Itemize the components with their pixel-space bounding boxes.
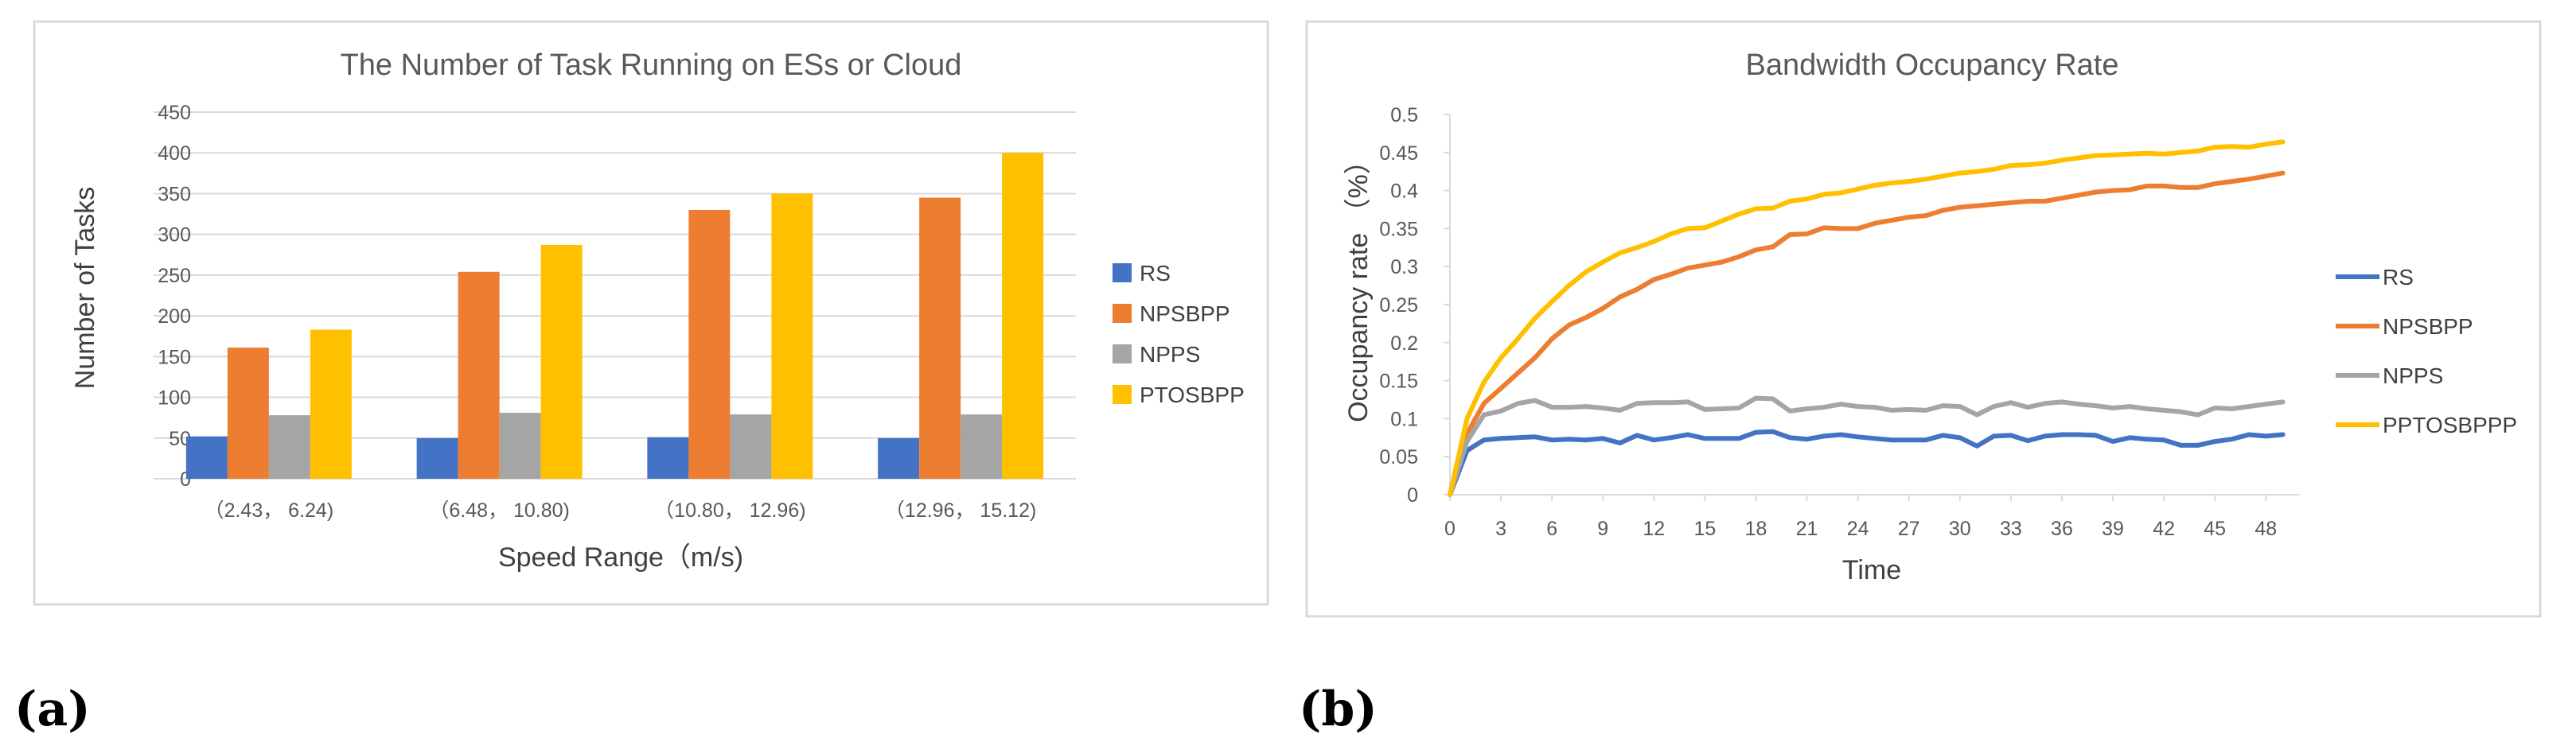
chart-a-x-tick-label: （6.48， 10.80) <box>429 499 570 522</box>
chart-a-x-ticks: （2.43， 6.24) （6.48， 10.80) （10.80， 12.96) （… <box>205 499 1037 522</box>
bar-npps <box>961 414 1003 479</box>
chart-b-y-tick-label: 0.05 <box>1379 446 1418 468</box>
chart-a-y-tick-label: 100 <box>158 387 191 410</box>
chart-b-legend: RS NPSBPP NPPS PPTOSBPPP <box>2336 265 2517 437</box>
chart-b-x-tick-label: 30 <box>1949 518 1971 540</box>
chart-b-y-tick-label: 0.45 <box>1379 142 1418 165</box>
chart-b-x-tick-label: 48 <box>2254 518 2277 540</box>
chart-b-y-tick-label: 0 <box>1407 484 1418 507</box>
chart-a-title: The Number of Task Running on ESs or Clo… <box>341 49 962 82</box>
chart-b-y-tick-label: 0.15 <box>1379 371 1418 393</box>
chart-b-x-tick-label: 3 <box>1495 518 1506 540</box>
chart-a-y-tick-label: 200 <box>158 305 191 328</box>
bar-rs <box>185 436 228 479</box>
chart-b-x-tick-label: 39 <box>2102 518 2124 540</box>
bar-rs <box>878 437 920 479</box>
line-npps <box>1448 395 2286 497</box>
bar-npsbpp <box>688 209 731 479</box>
chart-b-x-tick-label: 36 <box>2051 518 2073 540</box>
legend-label: NPSBPP <box>2383 314 2473 339</box>
bar-ptosbpp <box>1002 153 1044 479</box>
legend-swatch <box>1113 385 1132 404</box>
chart-b-x-tick-label: 21 <box>1796 518 1818 540</box>
line-npsbpp <box>1448 170 2286 497</box>
chart-a-x-tick-label: （12.96， 15.12) <box>885 499 1036 522</box>
chart-b-x-tick-label: 45 <box>2204 518 2226 540</box>
chart-b-lines <box>1448 139 2286 497</box>
bar-rs <box>647 437 689 479</box>
chart-a-y-tick-label: 300 <box>158 224 191 247</box>
legend-label: RS <box>2383 265 2414 289</box>
chart-b-x-tick-label: 6 <box>1546 518 1557 540</box>
chart-b-y-tick-label: 0.3 <box>1390 256 1418 278</box>
chart-b-y-tick-label: 0.2 <box>1390 332 1418 355</box>
bar-npsbpp <box>919 197 961 480</box>
chart-b-x-tick-label: 15 <box>1693 518 1716 540</box>
legend-swatch <box>1113 344 1132 363</box>
chart-b-x-ticks: 0 3 6 9 12 15 18 21 24 27 30 33 36 39 42 45 48 <box>1444 495 2277 540</box>
chart-b-x-tick-label: 18 <box>1745 518 1767 540</box>
chart-b-y-ticks: 0 0.05 0.1 0.15 0.2 0.25 0.3 0.35 0.4 0.45 0.5 <box>1379 104 1450 507</box>
chart-a-x-axis-label: Speed Range（m/s) <box>498 542 743 573</box>
chart-b-y-tick-label: 0.25 <box>1379 294 1418 317</box>
bar-ptosbpp <box>310 329 352 479</box>
legend-label: PTOSBPP <box>1140 383 1245 407</box>
chart-a-y-tick-label: 150 <box>158 346 191 368</box>
line-pptosbppp <box>1448 139 2286 497</box>
chart-b-x-tick-label: 0 <box>1444 518 1456 540</box>
legend-label: NPPS <box>2383 363 2443 388</box>
chart-a-y-tick-label: 250 <box>158 265 191 287</box>
legend-label: NPSBPP <box>1140 301 1230 326</box>
chart-b-x-axis-label: Time <box>1842 555 1901 585</box>
chart-b-x-tick-label: 33 <box>2000 518 2022 540</box>
line-rs <box>1448 429 2286 497</box>
chart-b-x-tick-label: 9 <box>1597 518 1608 540</box>
legend-swatch <box>1113 304 1132 323</box>
chart-a-y-tick-label: 350 <box>158 183 191 205</box>
legend-swatch <box>1113 263 1132 282</box>
bar-ptosbpp <box>540 244 583 479</box>
chart-b-y-tick-label: 0.1 <box>1390 408 1418 430</box>
chart-a-x-tick-label: （2.43， 6.24) <box>205 499 334 522</box>
legend-label: PPTOSBPPP <box>2383 413 2517 437</box>
chart-a-y-tick-label: 400 <box>158 142 191 165</box>
legend-label: NPPS <box>1140 342 1200 367</box>
chart-b-y-tick-label: 0.5 <box>1390 104 1418 126</box>
chart-b-y-tick-label: 0.4 <box>1390 181 1418 203</box>
chart-b-y-axis-label: Occupancy rate （%） <box>1343 147 1374 422</box>
bar-npps <box>730 414 772 479</box>
panel-label-a: (a) <box>14 682 91 737</box>
chart-a-y-axis-label: Number of Tasks <box>70 187 100 389</box>
chart-b-x-tick-label: 24 <box>1847 518 1869 540</box>
panel-label-b: (b) <box>1299 682 1378 737</box>
chart-a-frame <box>33 20 1269 606</box>
chart-a-bars <box>185 153 1044 480</box>
bar-rs <box>416 437 458 479</box>
chart-a-y-tick-label: 450 <box>158 102 191 124</box>
bar-ptosbpp <box>771 193 813 479</box>
bar-npsbpp <box>227 348 269 479</box>
chart-a-legend: RS NPSBPP NPPS PTOSBPP <box>1113 261 1245 407</box>
chart-a-x-tick-label: （10.80， 12.96) <box>654 499 805 522</box>
chart-b-x-tick-label: 42 <box>2153 518 2175 540</box>
bar-npps <box>268 415 310 479</box>
chart-b-title: Bandwidth Occupancy Rate <box>1746 49 2119 82</box>
chart-b-x-tick-label: 27 <box>1898 518 1920 540</box>
chart-b-y-tick-label: 0.35 <box>1379 218 1418 240</box>
chart-b-frame <box>1305 20 2542 618</box>
chart-a: The Number of Task Running on ESs or Clo… <box>33 20 1269 606</box>
bar-npsbpp <box>458 271 500 479</box>
legend-label: RS <box>1140 261 1171 286</box>
chart-b-x-tick-label: 12 <box>1643 518 1665 540</box>
chart-b: Bandwidth Occupancy Rate 0 0.05 0.1 0.15 0.2… <box>1305 20 2542 618</box>
bar-npps <box>499 413 541 479</box>
